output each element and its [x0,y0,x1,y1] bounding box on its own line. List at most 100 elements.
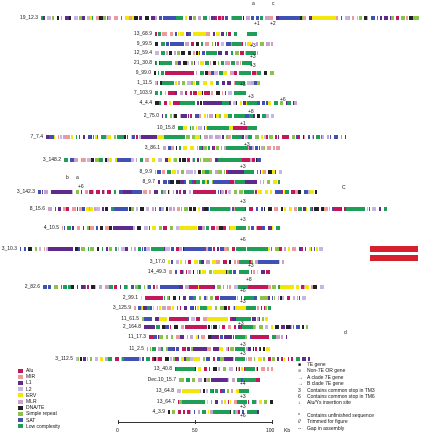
gene-legend-symbol: // [298,419,301,426]
repeat-segment [252,42,253,46]
repeat-segment [274,207,277,211]
repeat-segment [243,101,246,105]
repeat-segment [156,61,157,65]
repeat-segment [158,335,159,339]
repeat-segment [226,270,227,274]
repeat-segment [237,378,241,382]
repeat-segment [204,114,206,118]
repeat-segment [78,247,80,251]
repeat-segment [114,190,116,194]
repeat-segment [314,247,315,251]
repeat-segment [186,270,187,274]
repeat-segment [218,61,219,65]
repeat-segment [83,357,86,361]
repeat-segment [155,81,157,85]
repeat-segment [276,146,280,150]
repeat-segment [170,357,172,361]
repeat-segment [159,207,161,211]
repeat-segment [297,135,300,139]
repeat-segment [181,325,184,329]
gene-7e-block [232,16,242,20]
repeat-segment [172,410,175,414]
repeat-segment [87,285,89,289]
repeat-segment [276,16,280,20]
repeat-segment [64,226,65,230]
legend-item: MLR [18,399,37,405]
repeat-segment [185,317,189,321]
repeat-segment [257,306,259,310]
repeat-segment [115,357,119,361]
repeat-segment [155,42,158,46]
repeat-segment [191,317,195,321]
repeat-segment [107,190,111,194]
legend-label: MIR [26,374,36,381]
repeat-segment [252,400,256,404]
repeat-segment [196,51,198,55]
repeat-segment [106,135,107,139]
repeat-segment [76,135,77,139]
repeat-segment [302,325,304,329]
legend-item: Low complexity [18,424,60,430]
repeat-segment [193,158,195,162]
repeat-segment [215,114,216,118]
repeat-segment [203,81,207,85]
repeat-segment [58,207,61,211]
repeat-segment [144,247,146,251]
repeat-segment [229,270,232,274]
repeat-segment [152,158,155,162]
repeat-block [176,16,183,20]
repeat-segment [215,296,219,300]
repeat-segment [149,190,151,194]
repeat-segment [223,285,224,289]
repeat-segment [63,135,66,139]
repeat-segment [281,357,283,361]
repeat-segment [149,226,150,230]
repeat-segment [61,16,62,20]
gene-7e-block [235,335,245,339]
gene-legend-symbol: 3 [298,387,301,394]
repeat-segment [261,146,264,150]
marker-plus2: +2 [270,21,276,27]
repeat-segment [176,180,180,184]
repeat-segment [41,16,43,20]
repeat-block [51,190,72,194]
repeat-segment [282,296,284,300]
repeat-segment [335,16,338,20]
repeat-segment [101,135,104,139]
repeat-segment [180,32,184,36]
repeat-segment [60,135,62,139]
repeat-segment [268,306,271,310]
repeat-segment [105,226,109,230]
repeat-block [181,114,187,118]
repeat-segment [165,247,169,251]
repeat-segment [233,306,234,310]
repeat-segment [81,190,82,194]
gene-legend-label: Contains common stop in TM6 [307,394,375,400]
repeat-segment [148,317,152,321]
repeat-segment [384,207,387,211]
repeat-segment [159,306,161,310]
repeat-block [168,91,175,95]
repeat-segment [188,32,191,36]
repeat-segment [193,207,196,211]
repeat-segment [134,247,136,251]
repeat-segment [341,207,342,211]
repeat-segment [409,16,413,20]
repeat-segment [178,61,181,65]
repeat-segment [153,335,157,339]
repeat-segment [255,325,256,329]
repeat-segment [131,135,132,139]
row-label: 8_9.7 [142,179,155,185]
repeat-segment [216,146,219,150]
repeat-segment [284,357,285,361]
repeat-segment [187,32,188,36]
repeat-segment [289,207,292,211]
repeat-segment [215,170,218,174]
repeat-segment [271,325,273,329]
repeat-segment [194,410,195,414]
gene-7e-block [239,270,249,274]
row-label: 11_17.3 [128,334,146,340]
legend-swatch [18,374,23,379]
repeat-segment [178,410,181,414]
legend-item: DNA/TE [18,405,44,411]
